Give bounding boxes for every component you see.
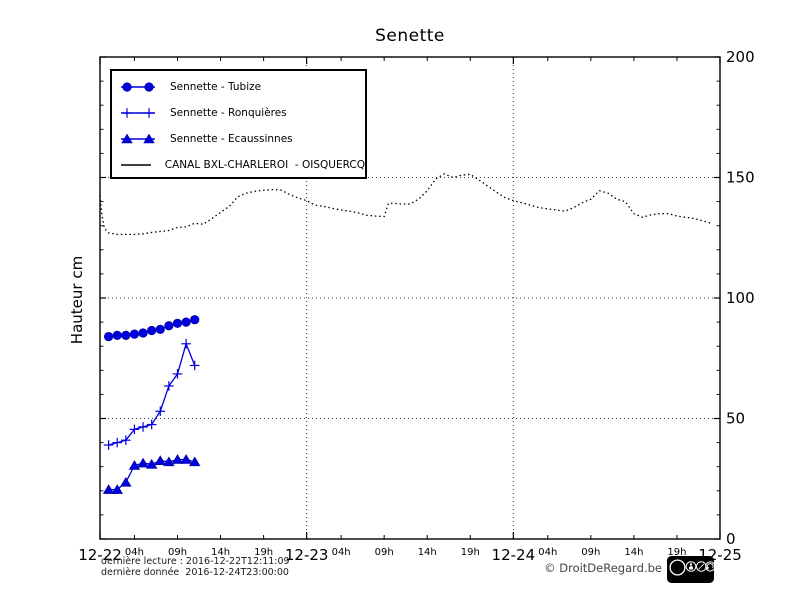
x-tick-label-hour: 09h <box>168 547 187 558</box>
series-marker-ecaussinnes <box>154 455 167 465</box>
series-marker-tubize <box>121 330 131 340</box>
svg-text:$: $ <box>699 563 703 571</box>
legend-label-tubize: Sennette - Tubize <box>170 81 262 93</box>
series-marker-tubize <box>147 325 157 336</box>
x-tick-label-hour: 19h <box>667 547 686 558</box>
x-tick-label-hour: 19h <box>461 547 480 558</box>
series-marker-ecaussinnes <box>102 484 115 494</box>
x-tick-label-day: 12-23 <box>285 546 329 564</box>
series-marker-tubize <box>155 324 165 334</box>
series-marker-ecaussinnes <box>180 454 192 464</box>
x-tick-label-day: 12-22 <box>78 546 122 564</box>
copyright-text: © DroitDeRegard.be <box>544 561 662 575</box>
series-marker-tubize <box>129 329 140 339</box>
cc-sa-icon <box>705 561 714 572</box>
series-line-canal <box>99 173 712 236</box>
legend-item-tubize: Sennette - Tubize <box>120 74 365 100</box>
legend-sample-marker <box>143 133 155 144</box>
legend-item-ecaussinnes: Sennette - Ecaussinnes <box>120 126 365 152</box>
legend-sample-marker <box>144 82 154 92</box>
legend-item-canal: CANAL BXL-CHARLEROI - OISQUERCQ <box>120 152 365 178</box>
last-data-text: dernière donnée 2016-12-24T23:00:00 <box>101 567 289 578</box>
series-marker-ecaussinnes <box>163 456 175 467</box>
legend-sample-marker <box>121 133 133 144</box>
legend-label-ronquieres: Sennette - Ronquières <box>170 107 287 119</box>
y-tick-label: 150 <box>726 169 755 187</box>
y-tick-label: 100 <box>726 289 755 307</box>
cc-by-label: BY <box>688 577 694 583</box>
x-tick-label-hour: 19h <box>254 547 273 558</box>
legend-sample-none-line-icon <box>121 164 151 166</box>
series-marker-tubize <box>164 321 174 331</box>
y-tick-label: 50 <box>726 410 745 428</box>
series-marker-ecaussinnes <box>188 456 201 467</box>
series-marker-ecaussinnes <box>145 458 158 469</box>
series-marker-ecaussinnes <box>111 484 123 494</box>
chart-title: Senette <box>375 26 445 46</box>
series-marker-tubize <box>112 330 122 340</box>
legend-label-ecaussinnes: Sennette - Ecaussinnes <box>170 133 293 145</box>
cc-by-icon <box>685 561 697 572</box>
x-tick-label-day: 12-24 <box>492 546 536 564</box>
legend-sample-plus-marker-icon <box>121 108 155 118</box>
x-tick-label-hour: 09h <box>375 547 394 558</box>
x-tick-label-hour: 04h <box>332 547 351 558</box>
series-line-ronquieres <box>108 341 196 446</box>
cc-nc-label: NC <box>698 577 704 583</box>
y-tick-label: 0 <box>726 530 736 548</box>
y-axis-label: Hauteur cm <box>68 255 86 345</box>
series-marker-tubize <box>172 318 183 328</box>
x-tick-label-hour: 14h <box>624 547 643 558</box>
series-marker-ecaussinnes <box>128 460 141 470</box>
y-tick-label: 200 <box>726 48 755 66</box>
legend: Sennette - Tubize Sennette - Ronquières Se… <box>110 69 367 179</box>
x-tick-label-hour: 14h <box>418 547 437 558</box>
series-marker-ecaussinnes <box>120 476 132 487</box>
last-reading-text: dernière lecture : 2016-12-22T12:11:09 <box>101 556 290 567</box>
x-tick-label-hour: 14h <box>211 547 230 558</box>
series-marker-ecaussinnes <box>137 457 149 468</box>
series-marker-tubize <box>138 328 148 338</box>
series-marker-ecaussinnes <box>171 454 184 464</box>
x-tick-label-hour: 09h <box>581 547 600 558</box>
series-marker-tubize <box>104 331 114 342</box>
legend-item-ronquieres: Sennette - Ronquières <box>120 100 365 126</box>
cc-logo-text: cc <box>673 563 683 572</box>
cc-license-badge: cc $ BY NC SA <box>667 556 714 583</box>
legend-sample-circle-marker-icon <box>121 82 155 92</box>
legend-sample-triangle-marker-icon <box>121 133 155 144</box>
cc-sa-label: SA <box>707 577 713 583</box>
cc-logo-icon <box>669 559 686 576</box>
legend-label-canal: CANAL BXL-CHARLEROI - OISQUERCQ <box>164 159 365 171</box>
series-marker-tubize <box>181 317 191 327</box>
x-tick-label-hour: 04h <box>538 547 557 558</box>
x-tick-label-hour: 04h <box>125 547 144 558</box>
series-marker-tubize <box>190 315 200 325</box>
legend-sample-marker <box>122 82 132 92</box>
